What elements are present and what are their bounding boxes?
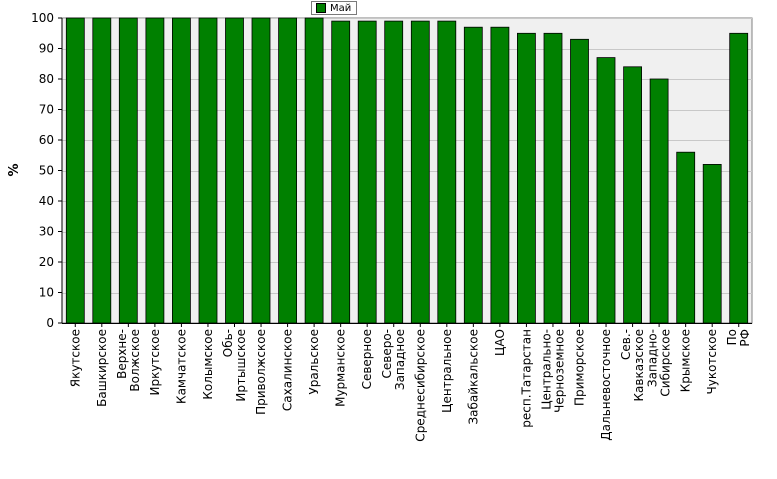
x-tick-label: Северо-Западное <box>380 329 407 390</box>
x-tick-label: Центрально-Черноземное <box>540 329 567 413</box>
x-tick-label: Забайкальское <box>466 329 480 425</box>
x-tick-label: Крымское <box>679 329 693 392</box>
x-tick-label: ЦАО <box>493 329 507 356</box>
bar <box>118 17 138 324</box>
x-tick-label: Верхне-Волжское <box>115 329 142 392</box>
x-tick-label: Западно-Сибирское <box>646 329 673 397</box>
bar <box>490 26 510 324</box>
bar <box>463 26 483 324</box>
bar <box>410 20 430 324</box>
y-tick-label: 10 <box>39 286 54 300</box>
bar <box>596 57 616 324</box>
y-tick-label: 50 <box>39 164 54 178</box>
bar <box>570 38 589 324</box>
bar <box>145 17 165 324</box>
y-axis-label: % <box>7 163 22 176</box>
x-tick-label: Сев.-Кавказское <box>619 329 646 402</box>
y-tick-label: 40 <box>39 194 54 208</box>
x-tick-label: ПоРФ <box>725 329 752 347</box>
bar <box>304 17 324 324</box>
bar <box>729 32 749 324</box>
x-tick-label: Сахалинское <box>281 329 295 411</box>
plot-area <box>61 17 753 324</box>
y-tick-label: 80 <box>39 72 54 86</box>
bar <box>65 17 85 324</box>
x-tick-label: Колымское <box>201 329 215 400</box>
x-tick-label: Камчатское <box>174 329 188 404</box>
x-tick-labels: Якутское Башкирское Верхне-Волжское Иркутск… <box>68 323 752 442</box>
y-tick-label: 60 <box>39 133 54 147</box>
y-tick-label: 30 <box>39 225 54 239</box>
x-tick-label: Иркутское <box>148 329 162 396</box>
bar <box>331 20 351 324</box>
bar <box>649 78 669 324</box>
x-tick-label: Обь-Иртышское <box>221 329 248 402</box>
legend: Май <box>311 1 358 15</box>
y-tick-label: 70 <box>39 103 54 117</box>
bar <box>517 32 536 324</box>
bar <box>225 17 244 324</box>
x-tick-label: Мурманское <box>334 329 348 407</box>
bar <box>92 17 112 324</box>
bar <box>702 163 722 324</box>
bar <box>278 17 298 324</box>
bar <box>171 17 191 324</box>
y-tick-label: 20 <box>39 255 54 269</box>
y-tick-label: 0 <box>46 316 54 330</box>
x-tick-label: Башкирское <box>95 329 109 407</box>
bar <box>251 17 271 324</box>
x-tick-label: Приморское <box>573 329 587 406</box>
x-tick-label: Среднесибирское <box>413 329 427 442</box>
legend-swatch <box>316 3 326 13</box>
x-tick-label: респ.Татарстан <box>519 329 533 428</box>
bar <box>543 32 563 324</box>
bar <box>676 151 696 324</box>
x-tick-label: Чукотское <box>705 329 719 394</box>
y-tick-label: 100 <box>31 11 54 25</box>
x-tick-label: Центральное <box>440 329 454 413</box>
plot-background <box>61 17 753 324</box>
y-tick-labels: 0 10 20 30 40 50 60 70 80 90 100 <box>31 11 62 330</box>
x-tick-label: Приволжское <box>254 329 268 415</box>
bar <box>384 20 404 324</box>
x-tick-label: Якутское <box>68 329 82 387</box>
x-tick-label: Уральское <box>307 329 321 395</box>
bar <box>357 20 377 324</box>
x-tick-label: Дальневосточное <box>599 329 613 441</box>
bar <box>437 20 457 324</box>
y-tick-label: 90 <box>39 42 54 56</box>
bar <box>623 66 642 324</box>
legend-label: Май <box>330 2 352 14</box>
x-tick-label: Северное <box>360 329 374 389</box>
bar <box>198 17 218 324</box>
